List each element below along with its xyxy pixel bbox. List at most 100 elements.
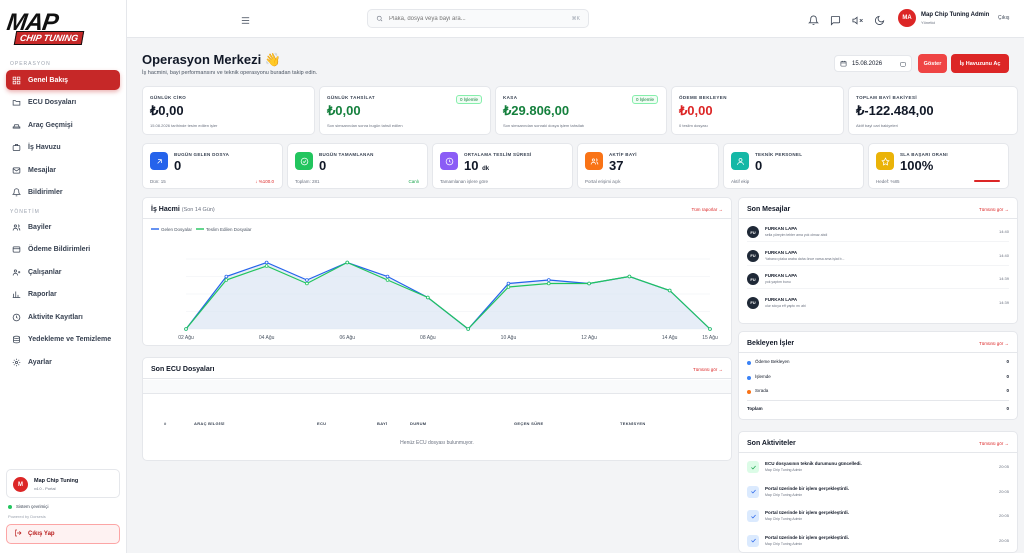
sidebar-item-label: Araç Geçmişi xyxy=(28,121,73,129)
sidebar-item-ecu-dosyaları[interactable]: ECU Dosyaları xyxy=(6,93,120,113)
data-point xyxy=(708,327,712,331)
volume-title: İş Hacmi (Son 14 Gün) xyxy=(151,206,215,213)
show-button[interactable]: Göster xyxy=(918,54,947,73)
legend-label: Gelen Dosyalar xyxy=(161,227,193,232)
sidebar-item-i-ş-havuzu[interactable]: İş Havuzu xyxy=(6,138,120,158)
jobs-see-all-link[interactable]: Tümünü gör → xyxy=(978,341,1009,346)
chat-icon[interactable] xyxy=(830,13,841,26)
stat-trend: Canlı xyxy=(408,179,419,184)
message-item[interactable]: FU FURKAN LAPA Yabancı plaka araba daha ön… xyxy=(747,246,1009,266)
message-item[interactable]: FU FURKAN LAPA yok yaptım bunu 14:39 xyxy=(747,269,1009,289)
activity-item[interactable]: Portal üzerinde bir işlem gerçekleştirdi… xyxy=(747,482,1009,504)
stat-value: 0 xyxy=(755,158,762,173)
arrow-up-right-icon xyxy=(150,152,168,170)
activity-text: Portal üzerinde bir işlem gerçekleştirdi… xyxy=(765,534,850,540)
activity-item[interactable]: Portal üzerinde bir işlem gerçekleştirdi… xyxy=(747,531,1009,553)
open-pool-button[interactable]: İş Havuzunu Aç xyxy=(951,54,1009,73)
mail-icon xyxy=(12,166,21,175)
series-line xyxy=(185,261,711,330)
system-status: Sistem çevrimiçi xyxy=(8,504,49,509)
kpi-label: GÜNLÜK CİRO xyxy=(150,95,187,100)
kpi-note: 15.08.2026 tarihinde tesim edilen işler xyxy=(150,123,218,128)
section-label-mgmt: YÖNETİM xyxy=(10,209,40,215)
sidebar-item-ayarlar[interactable]: Ayarlar xyxy=(6,352,120,372)
volume-mute-icon[interactable] xyxy=(852,13,863,25)
stat-card: TEKNİK PERSONEL 0 Aktif ekip xyxy=(723,143,864,189)
table-column-header: TEKNİSYEN xyxy=(620,421,646,426)
messages-card: Son Mesajlar Tümünü gör → FU FURKAN LAPA s… xyxy=(738,197,1018,324)
user-plus-icon xyxy=(12,268,21,277)
bell-icon[interactable] xyxy=(808,13,819,26)
powered-by: Powered by Dorsesis xyxy=(8,514,46,519)
stat-label: ORTALAMA TESLİM SÜRESİ xyxy=(464,152,532,157)
user-avatar[interactable]: MA xyxy=(898,9,916,27)
sidebar-item-çalışanlar[interactable]: Çalışanlar xyxy=(6,262,120,282)
activities-see-all-link[interactable]: Tümünü gör → xyxy=(978,441,1009,446)
sidebar-item-ödeme-bildirimleri[interactable]: Ödeme Bildirimleri xyxy=(6,240,120,260)
kpi-card: TOPLAM BAYİ BAKİYESİ ₺-122.484,00 Aktif ba… xyxy=(848,86,1018,135)
activity-item[interactable]: Portal üzerinde bir işlem gerçekleştirdi… xyxy=(747,506,1009,528)
message-item[interactable]: FU FURKAN LAPA sella yüreyim tebler ama yo… xyxy=(747,222,1009,242)
table-column-header: DURUM xyxy=(410,421,427,426)
kpi-note: 0 teslim dosyası xyxy=(679,123,708,128)
search-bar[interactable]: ⌘K xyxy=(367,9,589,28)
data-point xyxy=(506,285,511,289)
sidebar-item-genel-bakış[interactable]: Genel Bakış xyxy=(6,70,120,90)
all-reports-link[interactable]: Tüm raporlar → xyxy=(691,207,723,212)
ecu-title: Son ECU Dosyaları xyxy=(151,366,215,373)
stat-note: Aktif ekip xyxy=(731,179,750,184)
activity-user: Map Chip Tuning Admin xyxy=(765,517,803,521)
data-point xyxy=(506,281,511,286)
user-name: Map Chip Tuning Admin xyxy=(921,12,990,18)
sidebar-item-raporlar[interactable]: Raporlar xyxy=(6,285,120,305)
message-sender: FURKAN LAPA xyxy=(765,273,798,278)
jobs-total-label: Toplam xyxy=(747,406,763,411)
sidebar-item-label: Bayiler xyxy=(28,223,52,231)
brand-logo[interactable]: MAP CHIP TUNING xyxy=(5,9,93,45)
sidebar-item-yedekleme-ve-temizleme[interactable]: Yedekleme ve Temizleme xyxy=(6,330,120,350)
stat-card: AKTİF BAYİ 37 Portal erişimi açık xyxy=(577,143,719,189)
profile-name: Map Chip Tuning xyxy=(34,478,79,484)
kpi-value: ₺0,00 xyxy=(327,103,361,118)
menu-icon[interactable] xyxy=(240,13,251,24)
clock-icon xyxy=(440,152,458,170)
messages-see-all-link[interactable]: Tümünü gör → xyxy=(978,207,1009,212)
sidebar-item-label: Ödeme Bildirimleri xyxy=(28,246,91,253)
data-point xyxy=(385,274,390,279)
sidebar-item-label: Bildirimler xyxy=(28,189,63,196)
data-point xyxy=(667,288,672,293)
star-icon xyxy=(876,152,894,170)
system-status-text: Sistem çevrimiçi xyxy=(16,504,49,509)
pending-job-row: Sırada 0 xyxy=(747,385,1009,399)
avatar: FU xyxy=(747,296,759,309)
bell-icon xyxy=(12,188,21,197)
stat-card: BUGÜN TAMAMLANAN 0 Toplam: 281 Canlı xyxy=(287,143,428,189)
sidebar-item-bayiler[interactable]: Bayiler xyxy=(6,217,120,237)
sidebar-item-araç-geçmişi[interactable]: Araç Geçmişi xyxy=(6,115,120,135)
ecu-see-all-link[interactable]: Tümünü gör → xyxy=(692,367,723,372)
moon-icon[interactable] xyxy=(874,13,885,25)
kpi-label: ÖDEME BEKLEYEN xyxy=(679,95,727,100)
date-picker[interactable]: 15.08.2026 xyxy=(834,55,912,72)
kpi-value: ₺29.806,00 xyxy=(503,103,570,118)
stat-value-number: 10 xyxy=(464,158,479,173)
profile-card[interactable]: M Map Chip Tuning v4.0 - Portal xyxy=(6,469,120,498)
data-point xyxy=(546,278,551,282)
sidebar-item-aktivite-kayıtları[interactable]: Aktivite Kayıtları xyxy=(6,307,120,327)
search-input[interactable] xyxy=(389,15,559,22)
message-time: 14:39 xyxy=(998,276,1009,281)
sidebar-item-label: Yedekleme ve Temizleme xyxy=(28,336,112,343)
data-point xyxy=(345,260,350,265)
stat-value: 0 xyxy=(174,158,181,173)
topbar-logout-link[interactable]: Çıkış xyxy=(998,15,1010,21)
status-dot xyxy=(747,375,751,380)
sidebar-item-mesajlar[interactable]: Mesajlar xyxy=(6,160,120,180)
activity-item[interactable]: ECU dosyasının teknik durumunu güncelled… xyxy=(747,457,1009,479)
message-time: 14:39 xyxy=(998,299,1009,305)
sidebar-item-bildirimler[interactable]: Bildirimler xyxy=(6,183,120,203)
x-tick-label: 08 Ağu xyxy=(420,335,436,341)
x-tick-label: 10 Ağu xyxy=(501,335,517,341)
credit-card-icon xyxy=(12,245,21,254)
logout-button[interactable]: Çıkış Yap xyxy=(6,524,120,544)
message-item[interactable]: FU FURKAN LAPA olur sıkıya eff yaptıı mı a… xyxy=(747,293,1009,313)
